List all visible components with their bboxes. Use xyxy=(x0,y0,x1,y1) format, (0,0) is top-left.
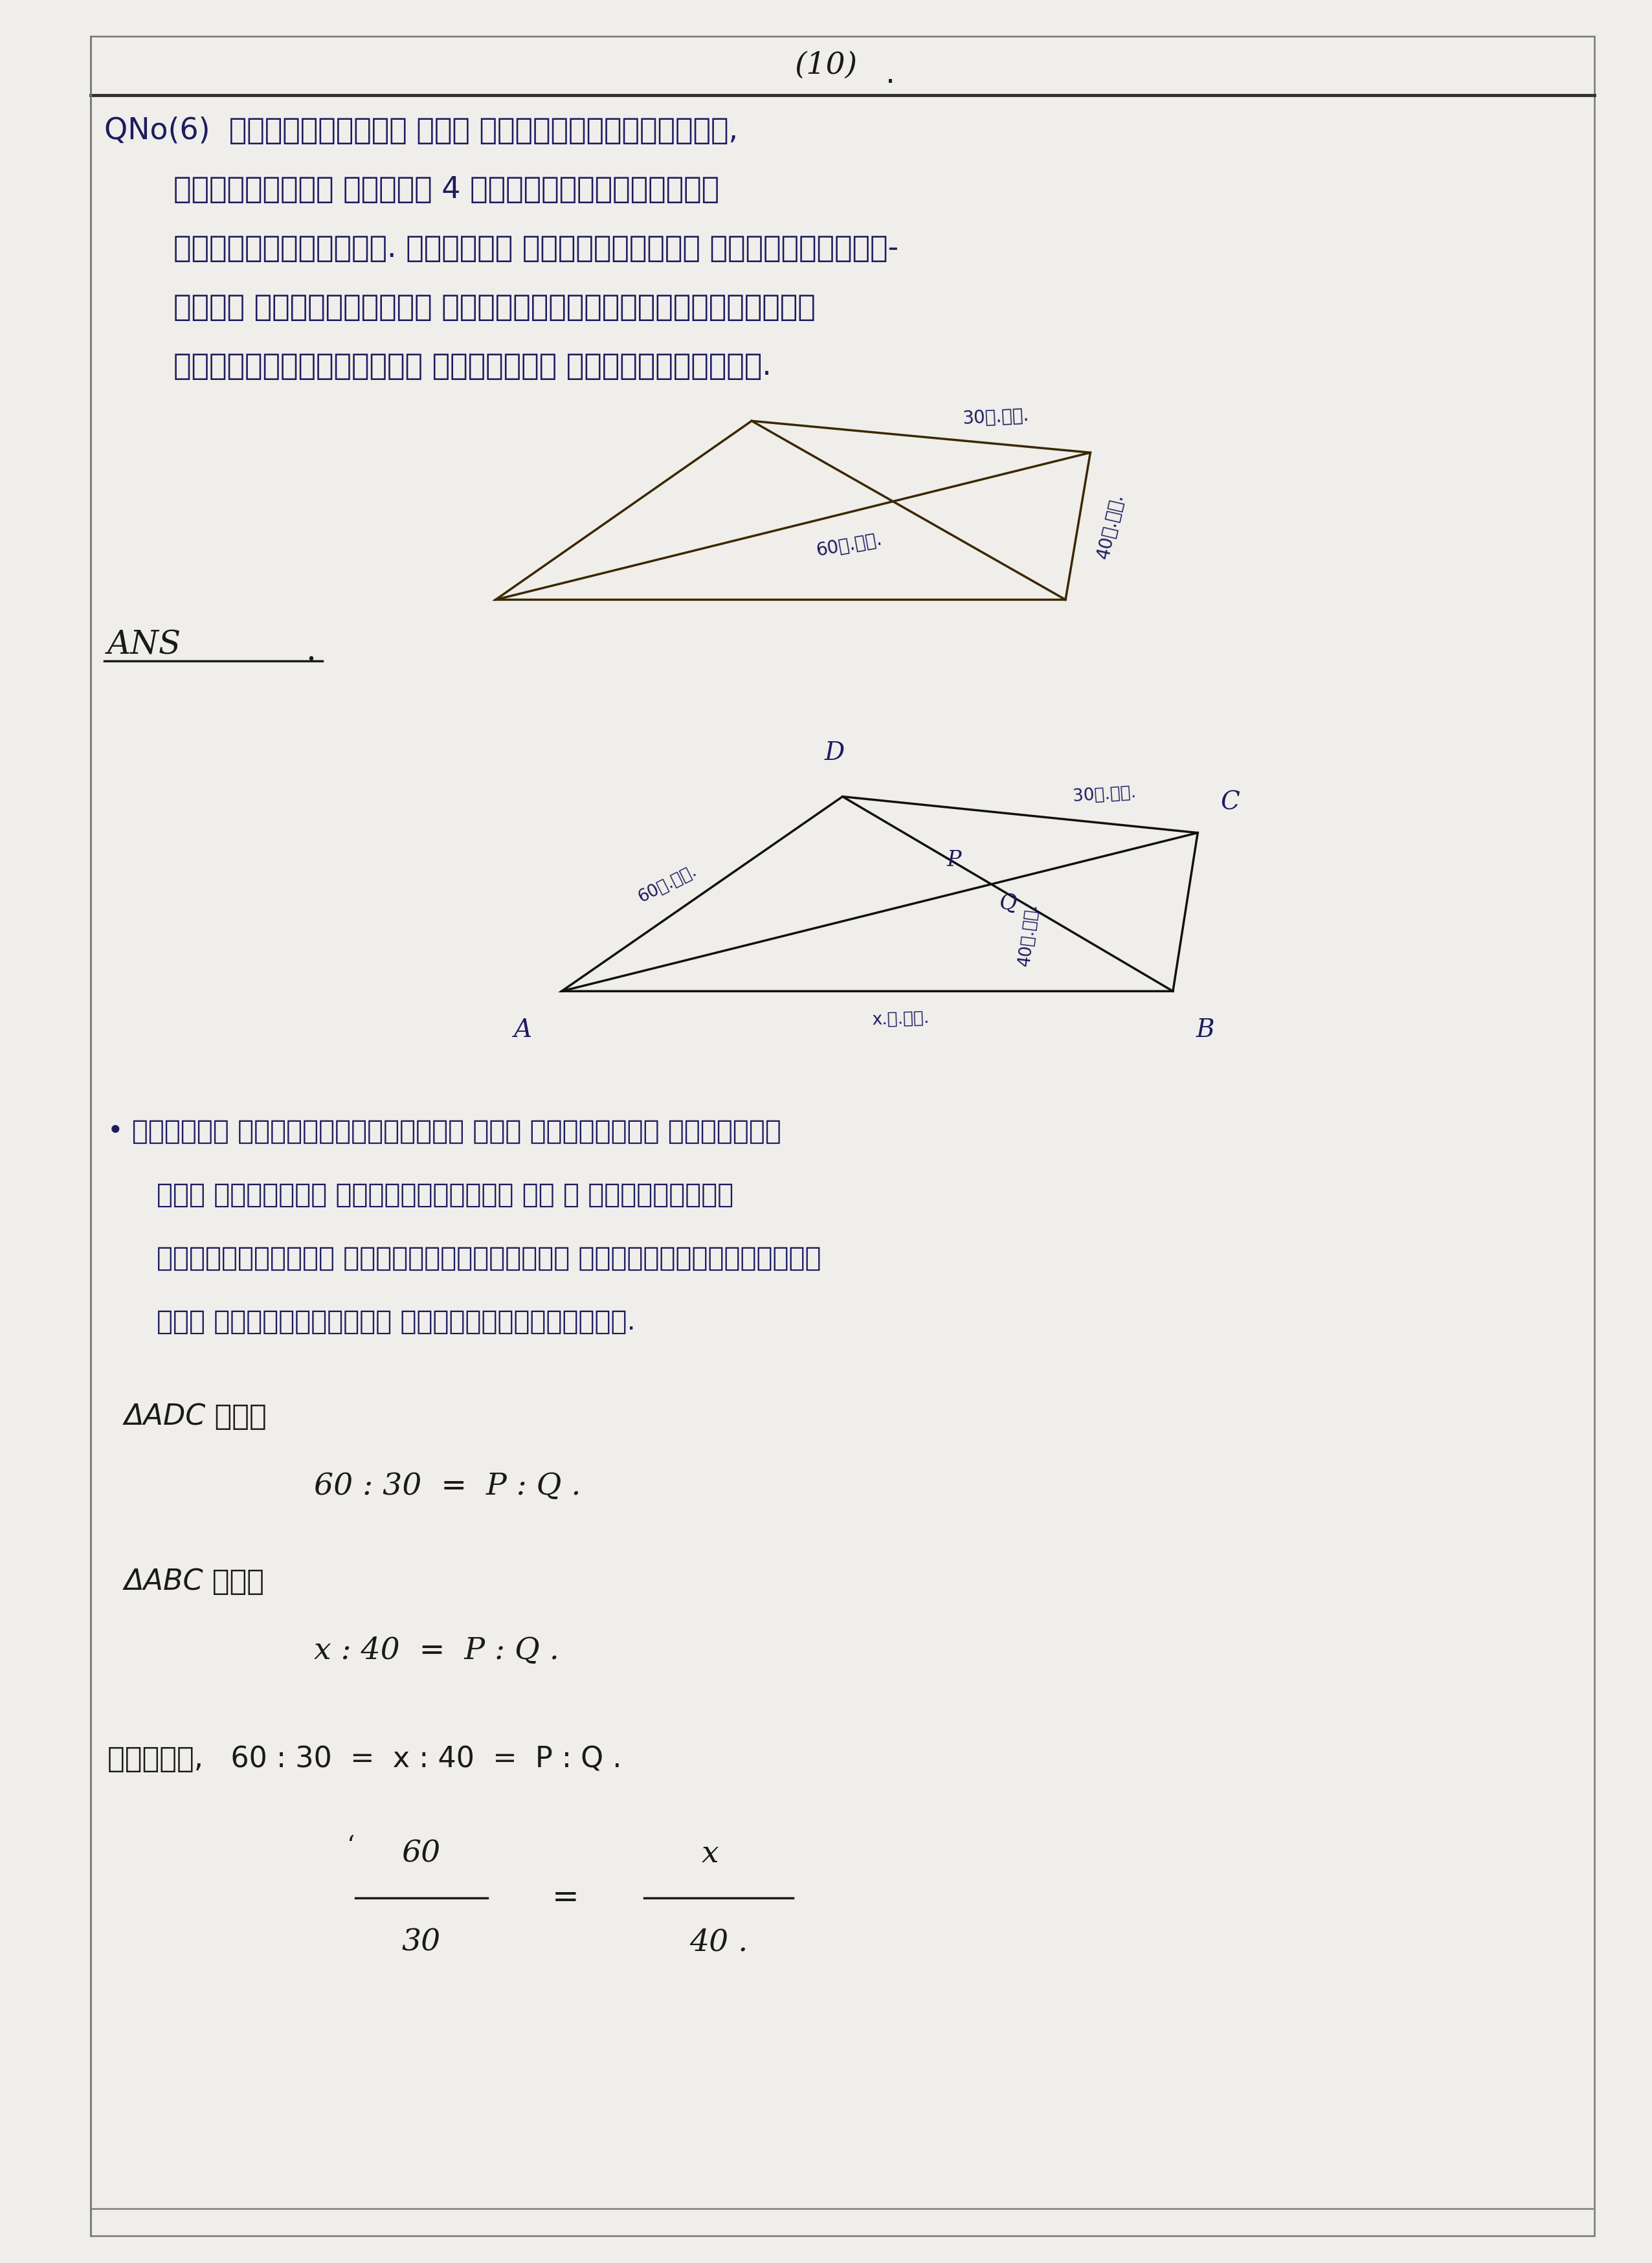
Text: x: x xyxy=(702,1840,719,1869)
Text: C: C xyxy=(1221,790,1241,815)
Text: B: B xyxy=(1196,1018,1214,1043)
Text: ചതുർഭുജത്തിൻറെ വലുപ്പം കണക്കാക്കുക.: ചതുർഭുജത്തിൻറെ വലുപ്പം കണക്കാക്കുക. xyxy=(173,353,771,380)
Text: 30സ.മീ.: 30സ.മീ. xyxy=(961,405,1029,428)
Text: .: . xyxy=(885,61,895,88)
Text: ഭാഗിക്കുന്നു. മൂന്നു ഭാഗങ്ങളുടെ വലുപ്പങ്ങൾ-: ഭാഗിക്കുന്നു. മൂന്നു ഭാഗങ്ങളുടെ വലുപ്പങ്… xyxy=(173,235,899,263)
Text: ഒരേ അവസ്ഥയിലാണ് ഭാഗമാകുന്നത്ന്.: ഒരേ അവസ്ഥയിലാണ് ഭാഗമാകുന്നത്ന്. xyxy=(157,1308,636,1335)
Text: A: A xyxy=(514,1018,532,1043)
Text: Q: Q xyxy=(999,894,1018,914)
Text: =: = xyxy=(552,1883,580,1914)
Text: .: . xyxy=(306,636,316,668)
Text: 60സ.മീ.: 60സ.മീ. xyxy=(814,530,884,559)
Text: ഒരേ വശത്തിൽ വരയ്ക്കുന്ന വര ആ വശത്തിൻറെ: ഒരേ വശത്തിൽ വരയ്ക്കുന്ന വര ആ വശത്തിൻറെ xyxy=(157,1181,733,1208)
Text: 30: 30 xyxy=(401,1928,441,1957)
Text: 40 .: 40 . xyxy=(689,1928,748,1957)
Text: x.സ.മീ.: x.സ.മീ. xyxy=(871,1009,930,1027)
Text: 40സ.മീ.: 40സ.മീ. xyxy=(1016,903,1041,966)
Text: D: D xyxy=(824,740,844,765)
Text: ‘: ‘ xyxy=(347,1835,355,1858)
Text: 40സ.മീ.: 40സ.മീ. xyxy=(1095,491,1127,561)
Text: അതാവൽ,   60 : 30  =  x : 40  =  P : Q .: അതാവൽ, 60 : 30 = x : 40 = P : Q . xyxy=(107,1745,621,1772)
Text: നീളക്കൻപ്പോ ത്രികോണത്തിൻറെ പരപ്പുവിന്റെയും: നീളക്കൻപ്പോ ത്രികോണത്തിൻറെ പരപ്പുവിന്റെയ… xyxy=(157,1245,821,1272)
Text: ΔABC യിൽ: ΔABC യിൽ xyxy=(124,1568,264,1595)
Text: x : 40  =  P : Q .: x : 40 = P : Q . xyxy=(314,1636,558,1666)
Text: (10): (10) xyxy=(795,52,857,79)
Text: ക്കു ചിത്രത്തിൽ അടയാളമാക്കിയിട്ടുങ്ങൾ: ക്കു ചിത്രത്തിൽ അടയാളമാക്കിയിട്ടുങ്ങൾ xyxy=(173,294,816,321)
Text: വികർണങ്ങൾ അതിനെ 4 ത്രികോണങ്ങളായി: വികർണങ്ങൾ അതിനെ 4 ത്രികോണങ്ങളായി xyxy=(173,177,719,204)
Text: 60: 60 xyxy=(401,1840,441,1869)
Text: 60 : 30  =  P : Q .: 60 : 30 = P : Q . xyxy=(314,1471,582,1500)
Text: 60സ.മീ.: 60സ.മീ. xyxy=(636,862,700,905)
Text: • യാതൊരു ത്രികോണത്തിൻറെ ഒരേ ഉർച്ചയിൽ നിന്നും: • യാതൊരു ത്രികോണത്തിൻറെ ഒരേ ഉർച്ചയിൽ നിന… xyxy=(107,1118,781,1145)
Text: QNo(6)  ചിത്രത്തിൽ ഒരു ചതുർഭുജത്തിൻറെ,: QNo(6) ചിത്രത്തിൽ ഒരു ചതുർഭുജത്തിൻറെ, xyxy=(104,118,738,145)
Text: ΔADC യിൽ: ΔADC യിൽ xyxy=(124,1403,268,1430)
Text: ANS: ANS xyxy=(107,629,182,661)
Text: 30സ.മീ.: 30സ.മീ. xyxy=(1072,783,1137,806)
Text: P: P xyxy=(947,851,961,871)
